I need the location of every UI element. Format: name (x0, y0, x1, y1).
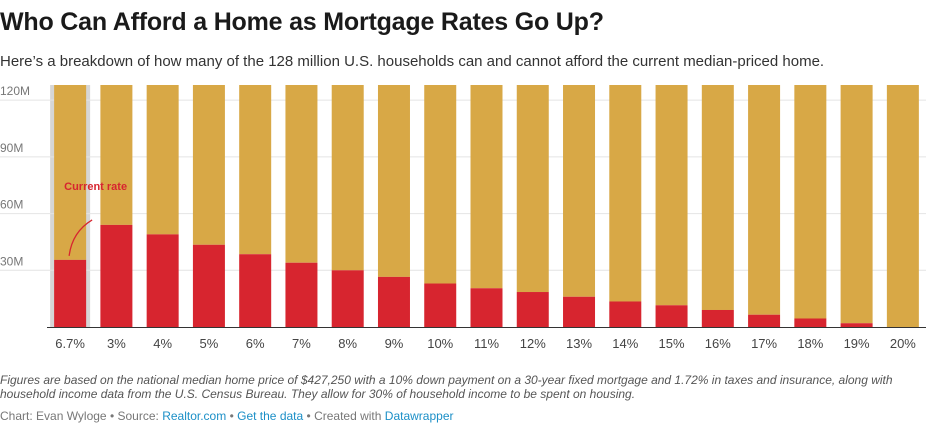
bar-can-afford[interactable] (146, 234, 179, 327)
bar-can-afford[interactable] (54, 259, 87, 327)
chart-subtitle: Here’s a breakdown of how many of the 12… (0, 53, 825, 70)
x-tick-label: 17% (751, 336, 777, 351)
bar-cannot-afford[interactable] (701, 85, 734, 310)
chart-notes: Figures are based on the national median… (0, 373, 893, 401)
bar-can-afford[interactable] (655, 305, 688, 327)
source-link[interactable]: Realtor.com (162, 409, 227, 423)
x-tick-label: 12% (520, 336, 546, 351)
bar-cannot-afford[interactable] (285, 85, 318, 263)
bar-cannot-afford[interactable] (331, 85, 364, 271)
separator: • (229, 409, 234, 423)
y-tick-label: 120M (0, 84, 30, 98)
bar-cannot-afford[interactable] (655, 85, 688, 306)
bar-can-afford[interactable] (331, 270, 364, 327)
y-tick-label: 90M (0, 141, 23, 155)
y-tick-label: 30M (0, 254, 23, 268)
bar-can-afford[interactable] (424, 283, 457, 327)
x-tick-label: 9% (385, 336, 404, 351)
x-tick-label: 16% (705, 336, 731, 351)
bar-cannot-afford[interactable] (239, 85, 272, 255)
bar-cannot-afford[interactable] (748, 85, 781, 315)
separator: • (306, 409, 311, 423)
bar-cannot-afford[interactable] (377, 85, 410, 277)
chart-author: Chart: Evan Wyloge (0, 409, 107, 423)
chart-byline: Chart: Evan Wyloge • Source: Realtor.com… (0, 409, 453, 423)
annotation-pointer-line (68, 219, 93, 256)
datawrapper-link[interactable]: Datawrapper (384, 409, 454, 423)
bar-cannot-afford[interactable] (100, 85, 133, 225)
bar-can-afford[interactable] (794, 318, 827, 327)
x-tick-label: 7% (292, 336, 311, 351)
x-tick-label: 5% (200, 336, 219, 351)
x-tick-label: 3% (107, 336, 126, 351)
bar-can-afford[interactable] (701, 309, 734, 327)
bar-cannot-afford[interactable] (54, 85, 87, 260)
bar-can-afford[interactable] (563, 296, 596, 327)
bar-can-afford[interactable] (840, 323, 873, 327)
bar-cannot-afford[interactable] (424, 85, 457, 284)
bar-can-afford[interactable] (516, 292, 549, 327)
x-tick-label: 11% (474, 336, 499, 351)
bar-can-afford[interactable] (377, 276, 410, 327)
current-rate-annotation: Current rate (64, 181, 127, 193)
x-tick-label: 18% (797, 336, 823, 351)
stacked-bar-chart: 30M 60M 90M 120M 6.7% 3% 4% 5% 6% 7% 8% 9% 10% 11% 12%… (0, 84, 926, 351)
bar-can-afford[interactable] (285, 262, 318, 327)
x-tick-label: 20% (890, 336, 916, 351)
x-tick-label: 4% (153, 336, 172, 351)
chart-title: Who Can Afford a Home as Mortgage Rates … (0, 8, 604, 36)
bar-cannot-afford[interactable] (794, 85, 827, 319)
bar-can-afford[interactable] (239, 254, 272, 327)
bar-can-afford[interactable] (748, 314, 781, 327)
source-label: Source: (117, 409, 159, 423)
bar-can-afford[interactable] (470, 288, 503, 327)
bar-cannot-afford[interactable] (146, 85, 179, 235)
x-tick-label: 6% (246, 336, 265, 351)
x-tick-label: 15% (659, 336, 685, 351)
y-tick-label: 60M (0, 198, 23, 212)
bar-can-afford[interactable] (100, 224, 133, 327)
x-tick-label: 10% (427, 336, 453, 351)
bar-cannot-afford[interactable] (840, 85, 873, 324)
bar-cannot-afford[interactable] (192, 85, 225, 245)
bar-cannot-afford[interactable] (563, 85, 596, 297)
bar-cannot-afford[interactable] (609, 85, 642, 302)
x-tick-label: 14% (612, 336, 638, 351)
bar-can-afford[interactable] (609, 301, 642, 327)
x-tick-label: 19% (844, 336, 870, 351)
x-tick-label: 8% (338, 336, 357, 351)
x-tick-label: 13% (566, 336, 592, 351)
created-with-label: Created with (314, 409, 382, 423)
bar-cannot-afford[interactable] (516, 85, 549, 293)
get-data-link[interactable]: Get the data (237, 409, 304, 423)
bar-can-afford[interactable] (192, 244, 225, 327)
separator: • (109, 409, 115, 423)
x-tick-label: 6.7% (55, 336, 85, 351)
bar-cannot-afford[interactable] (470, 85, 503, 289)
bar-cannot-afford[interactable] (886, 85, 919, 327)
